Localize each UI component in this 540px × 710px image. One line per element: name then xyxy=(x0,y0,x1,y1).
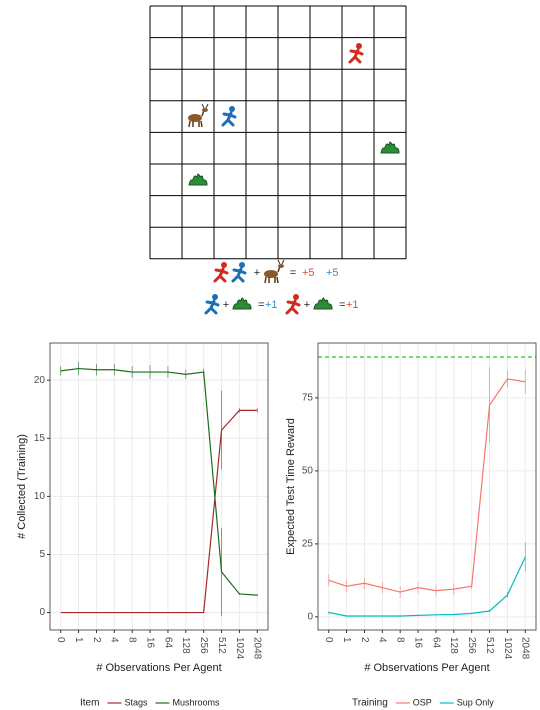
y-axis-title: # Collected (Training) xyxy=(16,434,28,539)
y-tick-label: 15 xyxy=(34,433,46,444)
x-tick-label: 2 xyxy=(359,637,370,643)
figure: + = +5 +5 + = +1 + = +1 0510152001248166… xyxy=(0,0,540,710)
equals-sign: = xyxy=(339,299,345,311)
x-tick-label: 64 xyxy=(162,637,173,649)
x-tick-label: 512 xyxy=(216,637,227,654)
legend-label: OSP xyxy=(413,697,432,707)
series-line xyxy=(329,379,526,592)
x-tick-label: 128 xyxy=(180,637,191,654)
legend-label: Sup Only xyxy=(457,697,495,707)
plus-sign: + xyxy=(254,267,260,279)
legend-label: Mushrooms xyxy=(172,697,220,707)
equals-sign: = xyxy=(290,267,296,279)
blue-agent-icon xyxy=(233,262,245,281)
plot-border xyxy=(50,343,268,630)
x-tick-label: 1 xyxy=(341,637,352,643)
y-tick-label: 20 xyxy=(34,375,46,386)
plus-sign: + xyxy=(304,299,310,311)
grid-world xyxy=(150,6,406,259)
y-tick-label: 25 xyxy=(302,539,314,550)
y-tick-label: 5 xyxy=(39,549,45,560)
equals-sign: = xyxy=(258,299,264,311)
series-line xyxy=(61,369,258,596)
x-tick-label: 4 xyxy=(109,637,120,643)
stag-icon xyxy=(264,260,284,283)
x-tick-label: 1024 xyxy=(234,637,245,660)
red-agent-icon xyxy=(350,43,362,62)
x-tick-label: 8 xyxy=(127,637,138,643)
x-tick-label: 128 xyxy=(448,637,459,654)
x-tick-label: 256 xyxy=(466,637,477,654)
series-line xyxy=(61,410,258,612)
red-agent-icon xyxy=(287,294,299,313)
legend-title: Item xyxy=(80,698,99,709)
x-axis-title: # Observations Per Agent xyxy=(364,662,489,674)
x-tick-label: 0 xyxy=(55,637,66,643)
y-tick-label: 0 xyxy=(39,607,45,618)
mushroom-icon xyxy=(381,142,399,153)
x-tick-label: 0 xyxy=(323,637,334,643)
y-tick-label: 0 xyxy=(307,612,313,623)
red-agent-icon xyxy=(215,262,227,281)
y-axis-title: Expected Test Time Reward xyxy=(285,418,297,555)
y-tick-label: 75 xyxy=(302,393,314,404)
x-tick-label: 4 xyxy=(377,637,388,643)
plus-sign: + xyxy=(223,299,229,311)
reward-label: +1 xyxy=(265,299,278,311)
x-tick-label: 2048 xyxy=(520,637,531,660)
y-tick-label: 50 xyxy=(302,466,314,477)
stag-icon xyxy=(188,104,208,127)
x-tick-label: 256 xyxy=(198,637,209,654)
blue-agent-icon xyxy=(223,106,235,125)
reward-label: +5 xyxy=(302,267,315,279)
reward-label: +1 xyxy=(346,299,359,311)
reward-label: +5 xyxy=(326,267,339,279)
x-tick-label: 512 xyxy=(484,637,495,654)
y-tick-label: 10 xyxy=(34,491,46,502)
mushroom-icon xyxy=(314,298,332,309)
mushroom-icon xyxy=(233,298,251,309)
legend-label: Stags xyxy=(124,697,148,707)
series-line xyxy=(329,557,526,616)
x-axis-title: # Observations Per Agent xyxy=(96,662,221,674)
blue-agent-icon xyxy=(206,294,218,313)
x-tick-label: 1024 xyxy=(502,637,513,660)
x-tick-label: 16 xyxy=(412,637,423,649)
x-tick-label: 2 xyxy=(91,637,102,643)
plot-border xyxy=(318,343,536,630)
mushroom-icon xyxy=(189,174,207,185)
x-tick-label: 8 xyxy=(395,637,406,643)
legend-title: Training xyxy=(352,698,388,709)
x-tick-label: 1 xyxy=(73,637,84,643)
x-tick-label: 16 xyxy=(144,637,155,649)
x-tick-label: 2048 xyxy=(252,637,263,660)
x-tick-label: 64 xyxy=(430,637,441,649)
